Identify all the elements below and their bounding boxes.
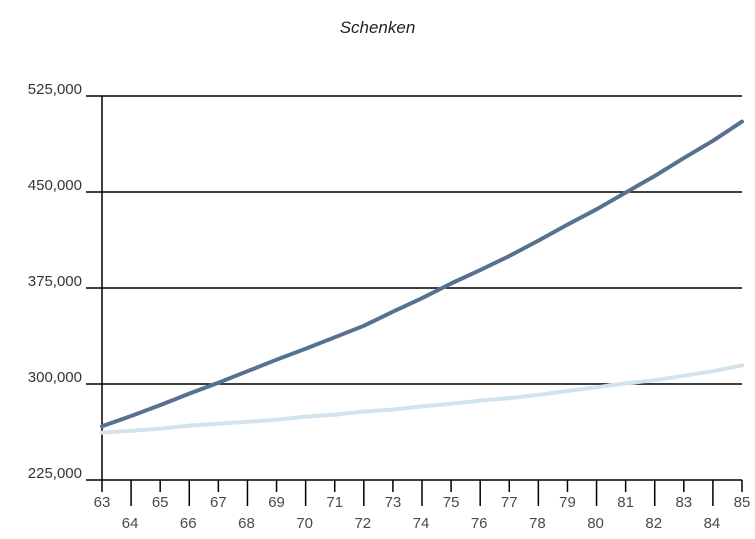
x-tick-labels: 63 64 65 66 67 68 69 70 71 72 73 74 75 76 77 78 79 80 81 82… xyxy=(94,494,751,532)
y-tick-label: 525,000 xyxy=(28,81,82,98)
x-tick-label: 65 xyxy=(152,494,169,511)
x-tick-label: 73 xyxy=(385,494,402,511)
y-tick-label: 375,000 xyxy=(28,273,82,290)
y-tick-label: 225,000 xyxy=(28,465,82,482)
x-tick-label: 81 xyxy=(617,494,634,511)
series-line-1 xyxy=(100,119,744,429)
x-tick-label: 84 xyxy=(704,515,721,532)
x-tick-label: 79 xyxy=(559,494,576,511)
gridlines xyxy=(86,95,742,385)
axes xyxy=(86,96,743,506)
chart-title: Schenken xyxy=(339,18,416,37)
series-line-2 xyxy=(100,363,744,435)
x-tick-label: 70 xyxy=(296,515,313,532)
x-tick-label: 68 xyxy=(238,515,255,532)
y-tick-label: 300,000 xyxy=(28,369,82,386)
x-tick-label: 80 xyxy=(587,515,604,532)
x-tick-label: 76 xyxy=(471,515,488,532)
x-tick-label: 82 xyxy=(645,515,662,532)
x-tick-label: 75 xyxy=(443,494,460,511)
x-tick-label: 69 xyxy=(268,494,285,511)
x-tick-label: 71 xyxy=(326,494,343,511)
x-tick-label: 72 xyxy=(354,515,371,532)
x-tick-label: 83 xyxy=(675,494,692,511)
y-tick-labels: 525,000 450,000 375,000 300,000 225,000 xyxy=(28,81,82,482)
x-tick-label: 78 xyxy=(529,515,546,532)
x-tick-label: 77 xyxy=(501,494,518,511)
series-lines xyxy=(100,119,744,435)
x-tick-label: 67 xyxy=(210,494,227,511)
x-tick-label: 64 xyxy=(122,515,139,532)
x-tick-label: 63 xyxy=(94,494,111,511)
y-tick-label: 450,000 xyxy=(28,177,82,194)
x-tick-label: 66 xyxy=(180,515,197,532)
x-tick-label: 74 xyxy=(413,515,430,532)
x-tick-label: 85 xyxy=(734,494,751,511)
